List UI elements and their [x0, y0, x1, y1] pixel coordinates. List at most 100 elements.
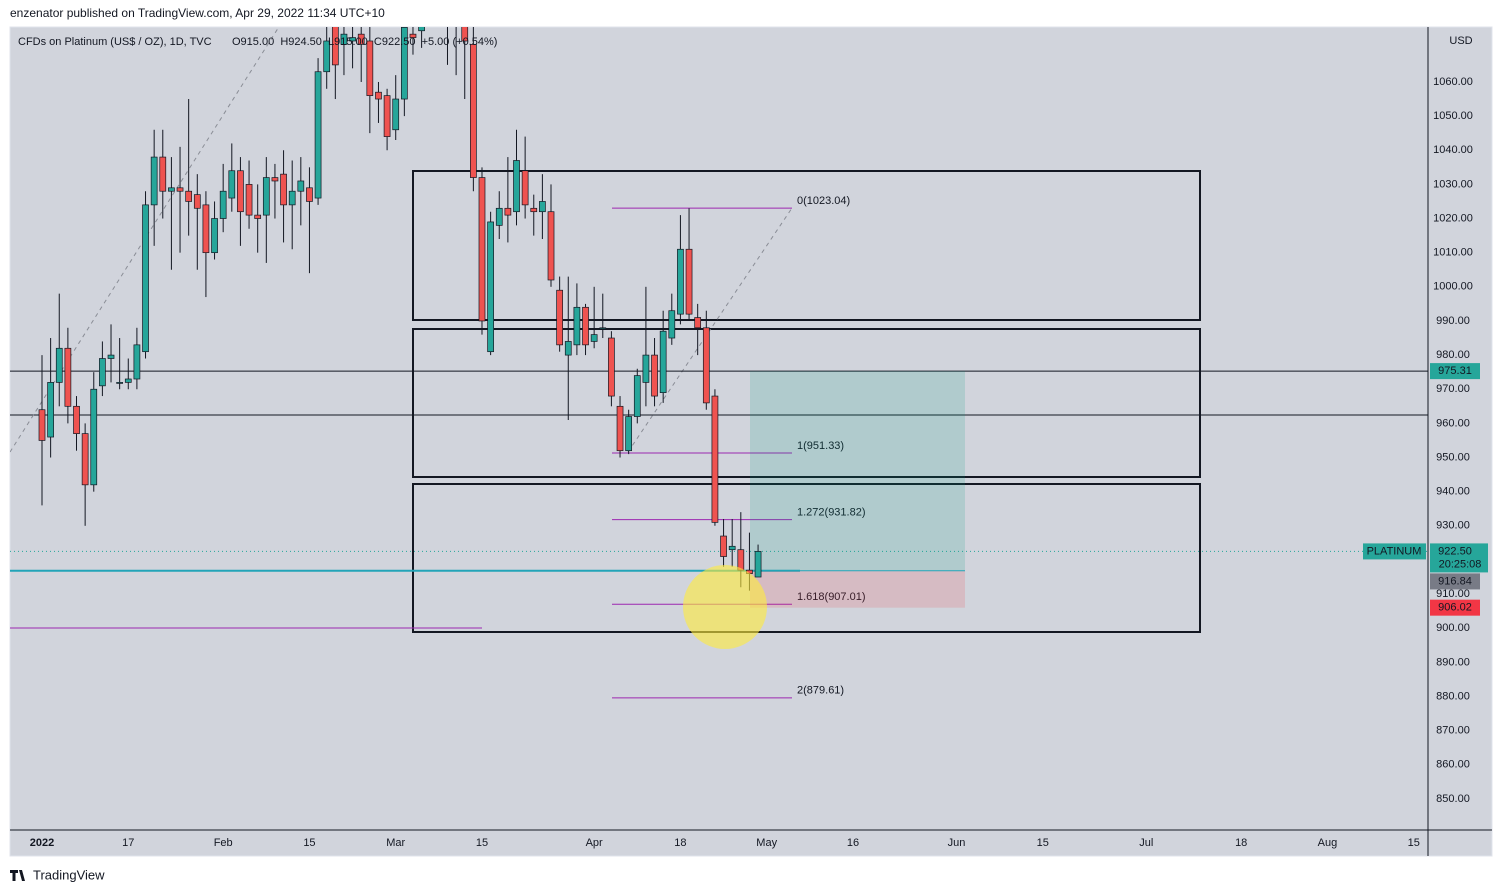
candle-body: [392, 98, 400, 131]
candle-body: [582, 306, 589, 346]
x-tick-label: Aug: [1318, 837, 1338, 849]
candle-body: [81, 433, 89, 486]
candle-body: [314, 71, 322, 199]
candle-body: [547, 211, 555, 281]
candle-body: [47, 382, 54, 438]
y-tick-label: 940.00: [1436, 486, 1470, 498]
candle-body: [142, 204, 149, 353]
zone-box: [412, 483, 1201, 633]
candle-body: [150, 156, 158, 206]
candle-body: [711, 395, 719, 523]
fib-level-label: 1(951.33): [797, 440, 844, 452]
footer-logo: TradingView: [10, 867, 105, 882]
y-tick-label: 1010.00: [1433, 247, 1473, 259]
fib-trend-line: [627, 207, 793, 453]
candle-body: [323, 40, 331, 73]
symbol-tag: PLATINUM: [1367, 545, 1422, 557]
candle-body: [728, 545, 736, 551]
x-tick-label: 18: [674, 837, 686, 849]
candle-body: [193, 194, 201, 209]
last-price-tag: 922.50: [1438, 545, 1472, 557]
candle-body: [616, 405, 624, 452]
candle-body: [107, 354, 115, 359]
candle-body: [590, 334, 598, 342]
candle-body: [651, 354, 658, 397]
position-stop-zone: [750, 570, 965, 608]
candle-body: [720, 535, 727, 557]
x-tick-label: 15: [1408, 837, 1420, 849]
y-tick-label: 860.00: [1436, 759, 1470, 771]
x-tick-label: Mar: [386, 837, 405, 849]
candle-body: [340, 33, 348, 45]
candle-body: [237, 170, 244, 213]
candle-body: [55, 347, 63, 383]
candle-body: [262, 177, 270, 216]
candle-body: [409, 33, 417, 38]
axes: 850.00 860.00 870.00 880.00 890.00 900.00 910.…: [30, 76, 1488, 849]
level-tag: 975.31: [1438, 365, 1472, 377]
x-tick-label: 15: [476, 837, 488, 849]
highlight-circle: [683, 565, 767, 649]
candle-body: [564, 341, 572, 356]
x-tick-label: 16: [847, 837, 859, 849]
candle-body: [383, 95, 391, 137]
y-tick-label: 1000.00: [1433, 281, 1473, 293]
candle-body: [702, 327, 710, 404]
candle-body: [504, 207, 512, 216]
candle-body: [444, 0, 450, 14]
candle-body: [521, 170, 529, 206]
y-tick-label: 1030.00: [1433, 178, 1473, 190]
trend-line: [10, 27, 280, 453]
x-tick-label: Feb: [214, 837, 233, 849]
x-tick-label: May: [756, 837, 777, 849]
candle-body: [668, 310, 676, 339]
published-note: enzenator published on TradingView.com, …: [10, 6, 385, 20]
candle-body: [470, 44, 477, 178]
position-tool: [750, 371, 965, 608]
y-tick-label: 850.00: [1436, 793, 1470, 805]
x-tick-label: 2022: [30, 837, 54, 849]
position-profit-zone: [750, 371, 965, 571]
candle-body: [685, 248, 693, 315]
candle-body: [271, 177, 279, 182]
y-tick-label: 1040.00: [1433, 144, 1473, 156]
candle-body: [297, 180, 305, 192]
candle-body: [211, 218, 218, 254]
candle-body: [677, 248, 684, 315]
y-tick-label: 880.00: [1436, 690, 1470, 702]
fib-level-label: 1.272(931.82): [797, 506, 866, 518]
candle-body: [73, 405, 80, 434]
y-tick-label: 960.00: [1436, 417, 1470, 429]
fib-level-label: 1.618(907.01): [797, 591, 866, 603]
candle-body: [245, 184, 253, 216]
fib-level-label: 2(879.61): [797, 685, 844, 697]
candle-body: [124, 378, 132, 383]
x-tick-label: 15: [1037, 837, 1049, 849]
y-tick-label: 930.00: [1436, 520, 1470, 532]
level-tag: 906.02: [1438, 602, 1472, 614]
y-tick-label: 990.00: [1436, 315, 1470, 327]
candle-body: [280, 173, 287, 206]
candle-body: [694, 317, 702, 329]
x-tick-label: 18: [1235, 837, 1247, 849]
currency-label: USD: [1449, 35, 1472, 47]
candle-body: [539, 201, 546, 213]
candle-body: [375, 91, 382, 100]
fib-level-label: 0(1023.04): [797, 195, 850, 207]
y-tick-label: 1050.00: [1433, 110, 1473, 122]
candle-body: [418, 27, 425, 32]
candle-body: [608, 337, 615, 397]
ohlc-values: O915.00 H924.50 L915.00 C922.50 +5.00 (+…: [232, 36, 497, 48]
candle-body: [159, 156, 167, 192]
x-tick-label: Apr: [586, 837, 603, 849]
y-tick-label: 870.00: [1436, 725, 1470, 737]
overlay: [683, 565, 767, 649]
candle-body: [176, 187, 184, 192]
brand-name: TradingView: [33, 867, 105, 882]
candle-body: [366, 40, 374, 96]
y-tick-label: 900.00: [1436, 622, 1470, 634]
level-tag-bg: [1430, 363, 1480, 380]
level-tag: 916.84: [1438, 575, 1472, 587]
candle-body: [642, 354, 650, 383]
